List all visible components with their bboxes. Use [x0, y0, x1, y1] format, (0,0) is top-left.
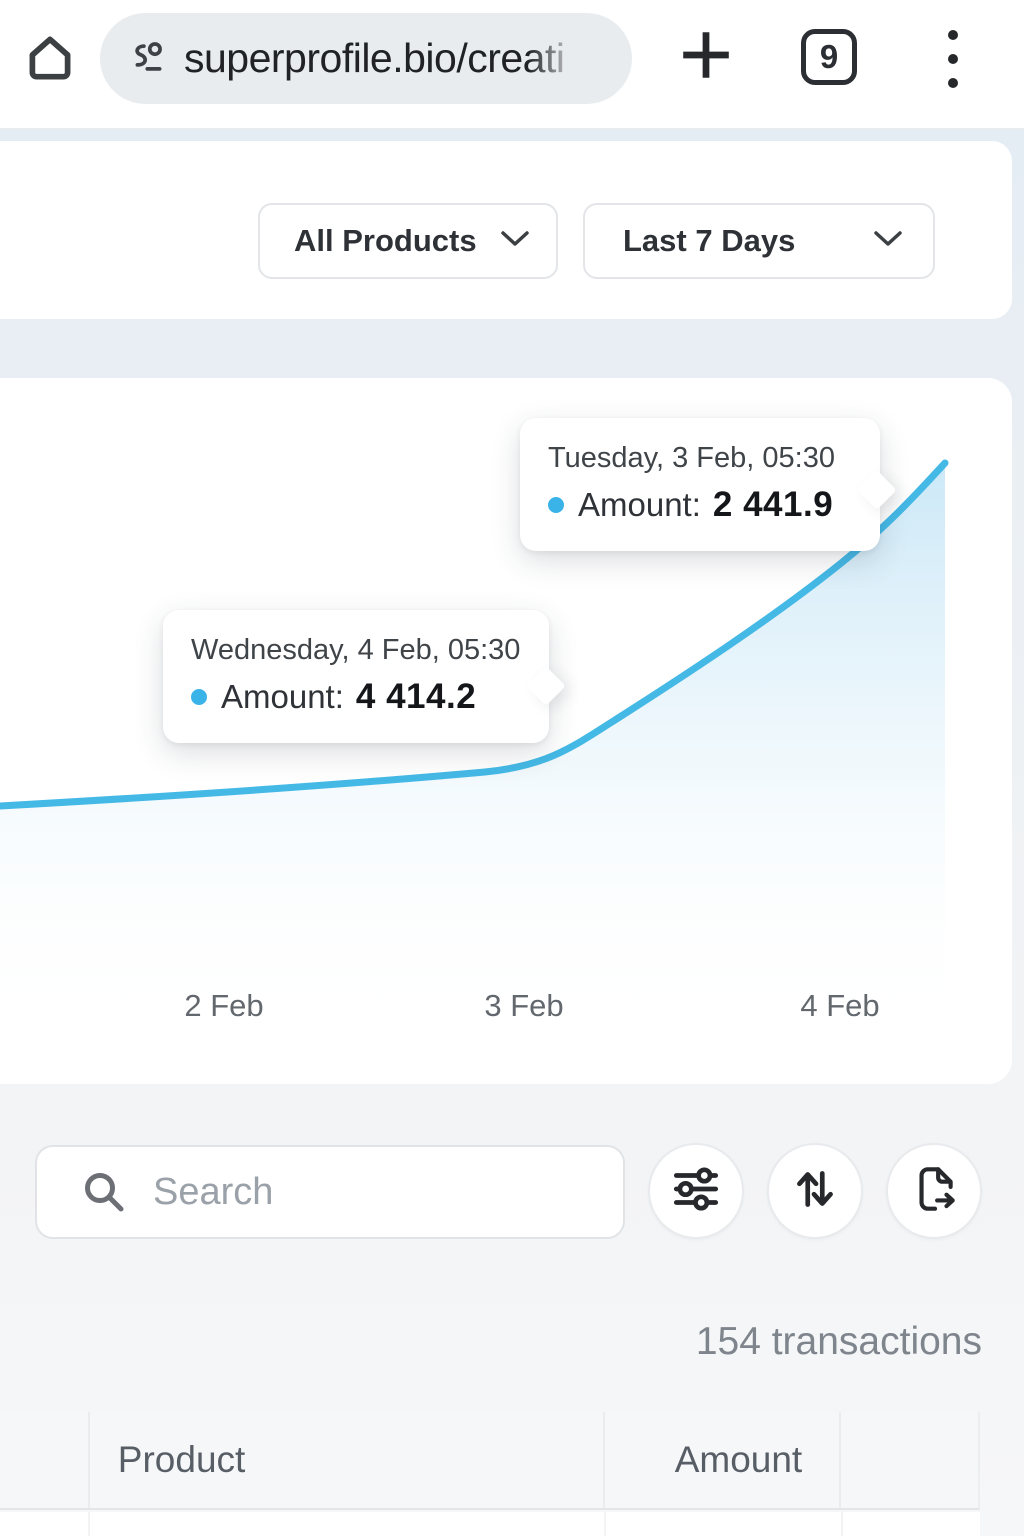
url-text: superprofile.bio/creati — [184, 35, 565, 81]
site-info-icon[interactable] — [124, 38, 166, 80]
chart-area-fill — [0, 463, 945, 1038]
x-axis-tick: 4 Feb — [800, 988, 880, 1023]
export-file-icon — [907, 1162, 961, 1221]
tab-count: 9 — [819, 38, 839, 75]
new-tab-icon — [677, 26, 735, 89]
search-box[interactable] — [35, 1145, 625, 1239]
home-button[interactable] — [18, 24, 82, 94]
search-input[interactable] — [151, 1169, 595, 1215]
table-header-actions — [839, 1412, 978, 1508]
tooltip-amount-value: 2 441.9 — [712, 485, 834, 524]
tooltip-amount-label: Amount: — [221, 678, 344, 715]
chevron-down-icon — [873, 230, 903, 253]
table-row[interactable] — [0, 1512, 980, 1536]
date-range-dropdown-label: Last 7 Days — [623, 223, 796, 258]
url-bar[interactable]: superprofile.bio/creati — [100, 13, 632, 104]
transactions-count: 154 transactions — [695, 1320, 982, 1363]
date-range-dropdown[interactable]: Last 7 Days — [583, 203, 935, 279]
chart-tooltip: Wednesday, 4 Feb, 05:30 Amount: 4 414.2 — [163, 610, 566, 743]
products-dropdown-label: All Products — [294, 223, 477, 258]
x-axis-tick: 2 Feb — [184, 988, 264, 1023]
chevron-down-icon — [500, 230, 530, 253]
filter-button[interactable] — [648, 1143, 744, 1239]
browser-menu-button[interactable] — [941, 28, 965, 90]
tooltip-amount-label: Amount: — [578, 486, 701, 523]
transactions-table-header: Product Amount — [0, 1412, 980, 1510]
x-axis-tick: 3 Feb — [484, 988, 564, 1023]
tooltip-date: Tuesday, 3 Feb, 05:30 — [548, 442, 835, 474]
home-icon — [21, 28, 79, 91]
table-header-amount: Amount — [602, 1412, 840, 1508]
search-icon — [85, 1173, 124, 1212]
new-tab-button[interactable] — [676, 27, 736, 87]
tooltip-dot — [191, 689, 207, 705]
table-header-product: Product — [87, 1412, 603, 1508]
browser-bar: superprofile.bio/creati 9 — [0, 0, 1024, 129]
export-button[interactable] — [886, 1143, 982, 1239]
tooltip-date: Wednesday, 4 Feb, 05:30 — [191, 634, 521, 666]
sales-chart-card: Tuesday, 3 Feb, 05:30 Amount: 2 441.9 We… — [0, 378, 1012, 1084]
filter-card: All Products Last 7 Days — [0, 141, 1012, 319]
tooltip-dot — [548, 497, 564, 513]
chart-tooltip: Tuesday, 3 Feb, 05:30 Amount: 2 441.9 — [520, 418, 897, 551]
kebab-menu-icon — [948, 30, 958, 40]
sort-arrows-icon — [788, 1162, 842, 1221]
sort-button[interactable] — [767, 1143, 863, 1239]
products-dropdown[interactable]: All Products — [258, 203, 558, 279]
tab-switcher-button[interactable]: 9 — [801, 29, 857, 85]
filter-sliders-icon — [669, 1162, 723, 1221]
tooltip-amount-value: 4 414.2 — [355, 677, 477, 716]
table-header-spacer — [0, 1412, 88, 1508]
